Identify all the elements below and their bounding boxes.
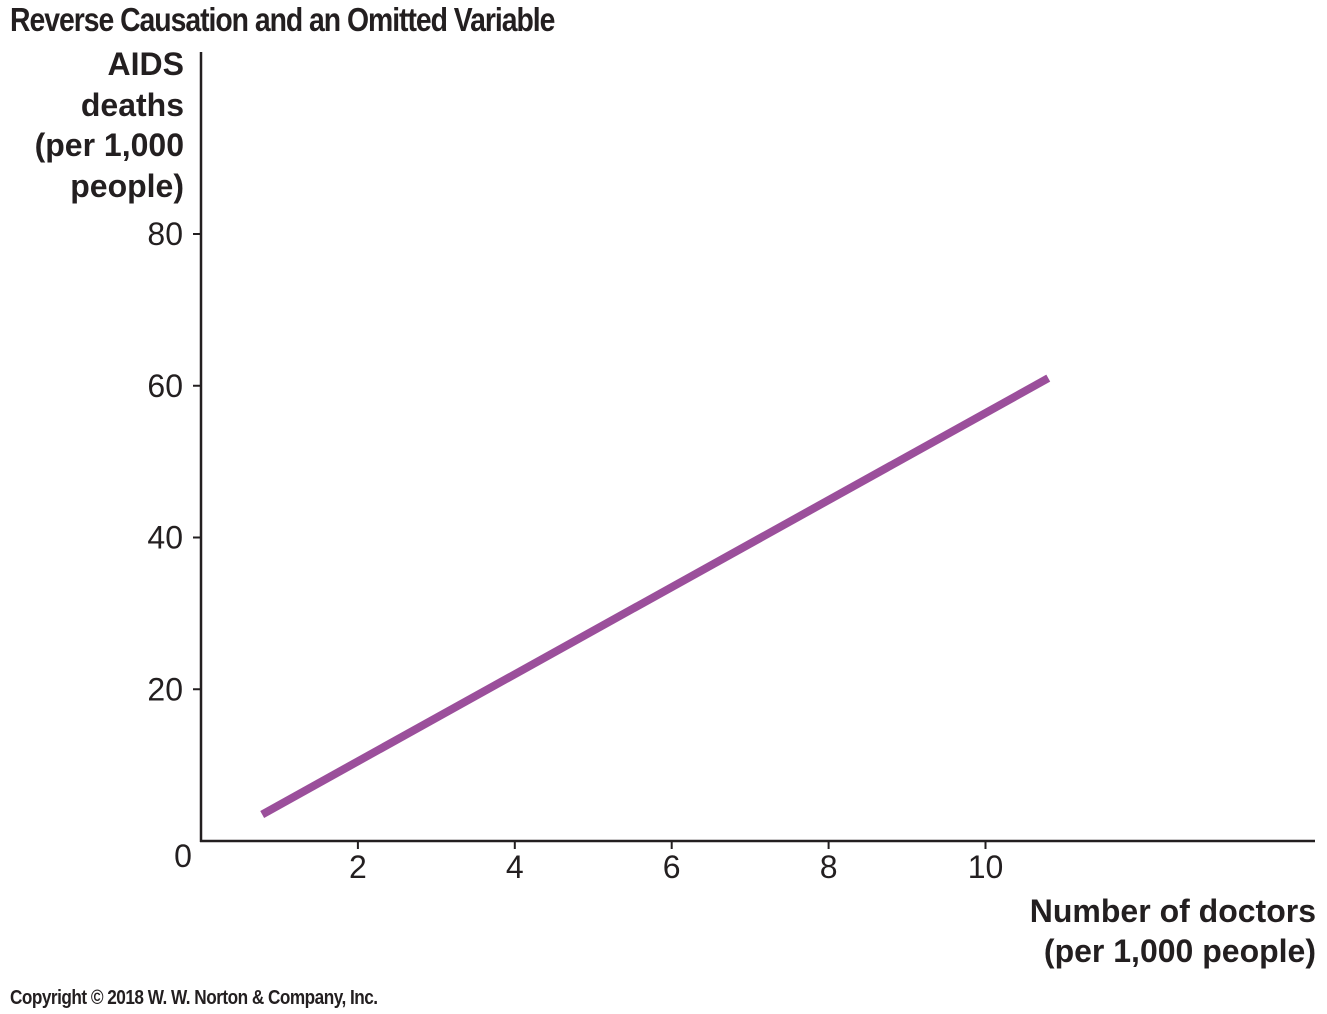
series-line	[260, 374, 1051, 818]
y-tick-label: 60	[147, 368, 183, 404]
chart-axes	[199, 52, 1315, 843]
y-tick-label: 40	[147, 520, 183, 556]
origin-label: 0	[174, 838, 192, 874]
y-tick-label: 80	[147, 216, 183, 252]
x-tick-label: 10	[968, 849, 1004, 885]
y-tick-label: 20	[147, 671, 183, 707]
x-tick-label: 2	[349, 849, 367, 885]
y-axis-label-line: AIDS	[107, 46, 184, 82]
copyright-notice: Copyright © 2018 W. W. Norton & Company,…	[10, 987, 378, 1009]
x-tick-label: 4	[506, 849, 524, 885]
chart-ticks: 20 40 60 80 2 4 6 8 10 0	[147, 216, 1003, 885]
chart-series	[260, 374, 1051, 818]
x-axis-label-line: Number of doctors	[1029, 893, 1316, 929]
x-tick-label: 8	[820, 849, 838, 885]
y-axis-label-line: (per 1,000	[34, 127, 184, 163]
chart-title: Reverse Causation and an Omitted Variabl…	[10, 1, 555, 38]
x-axis-label: Number of doctors (per 1,000 people)	[1030, 891, 1316, 971]
x-axis-label-line: (per 1,000 people)	[1043, 933, 1316, 969]
y-axis-label: AIDS deaths (per 1,000 people)	[35, 44, 184, 206]
y-axis-label-line: deaths	[80, 86, 184, 123]
y-axis-label-line: people)	[70, 167, 184, 204]
x-tick-label: 6	[663, 849, 681, 885]
